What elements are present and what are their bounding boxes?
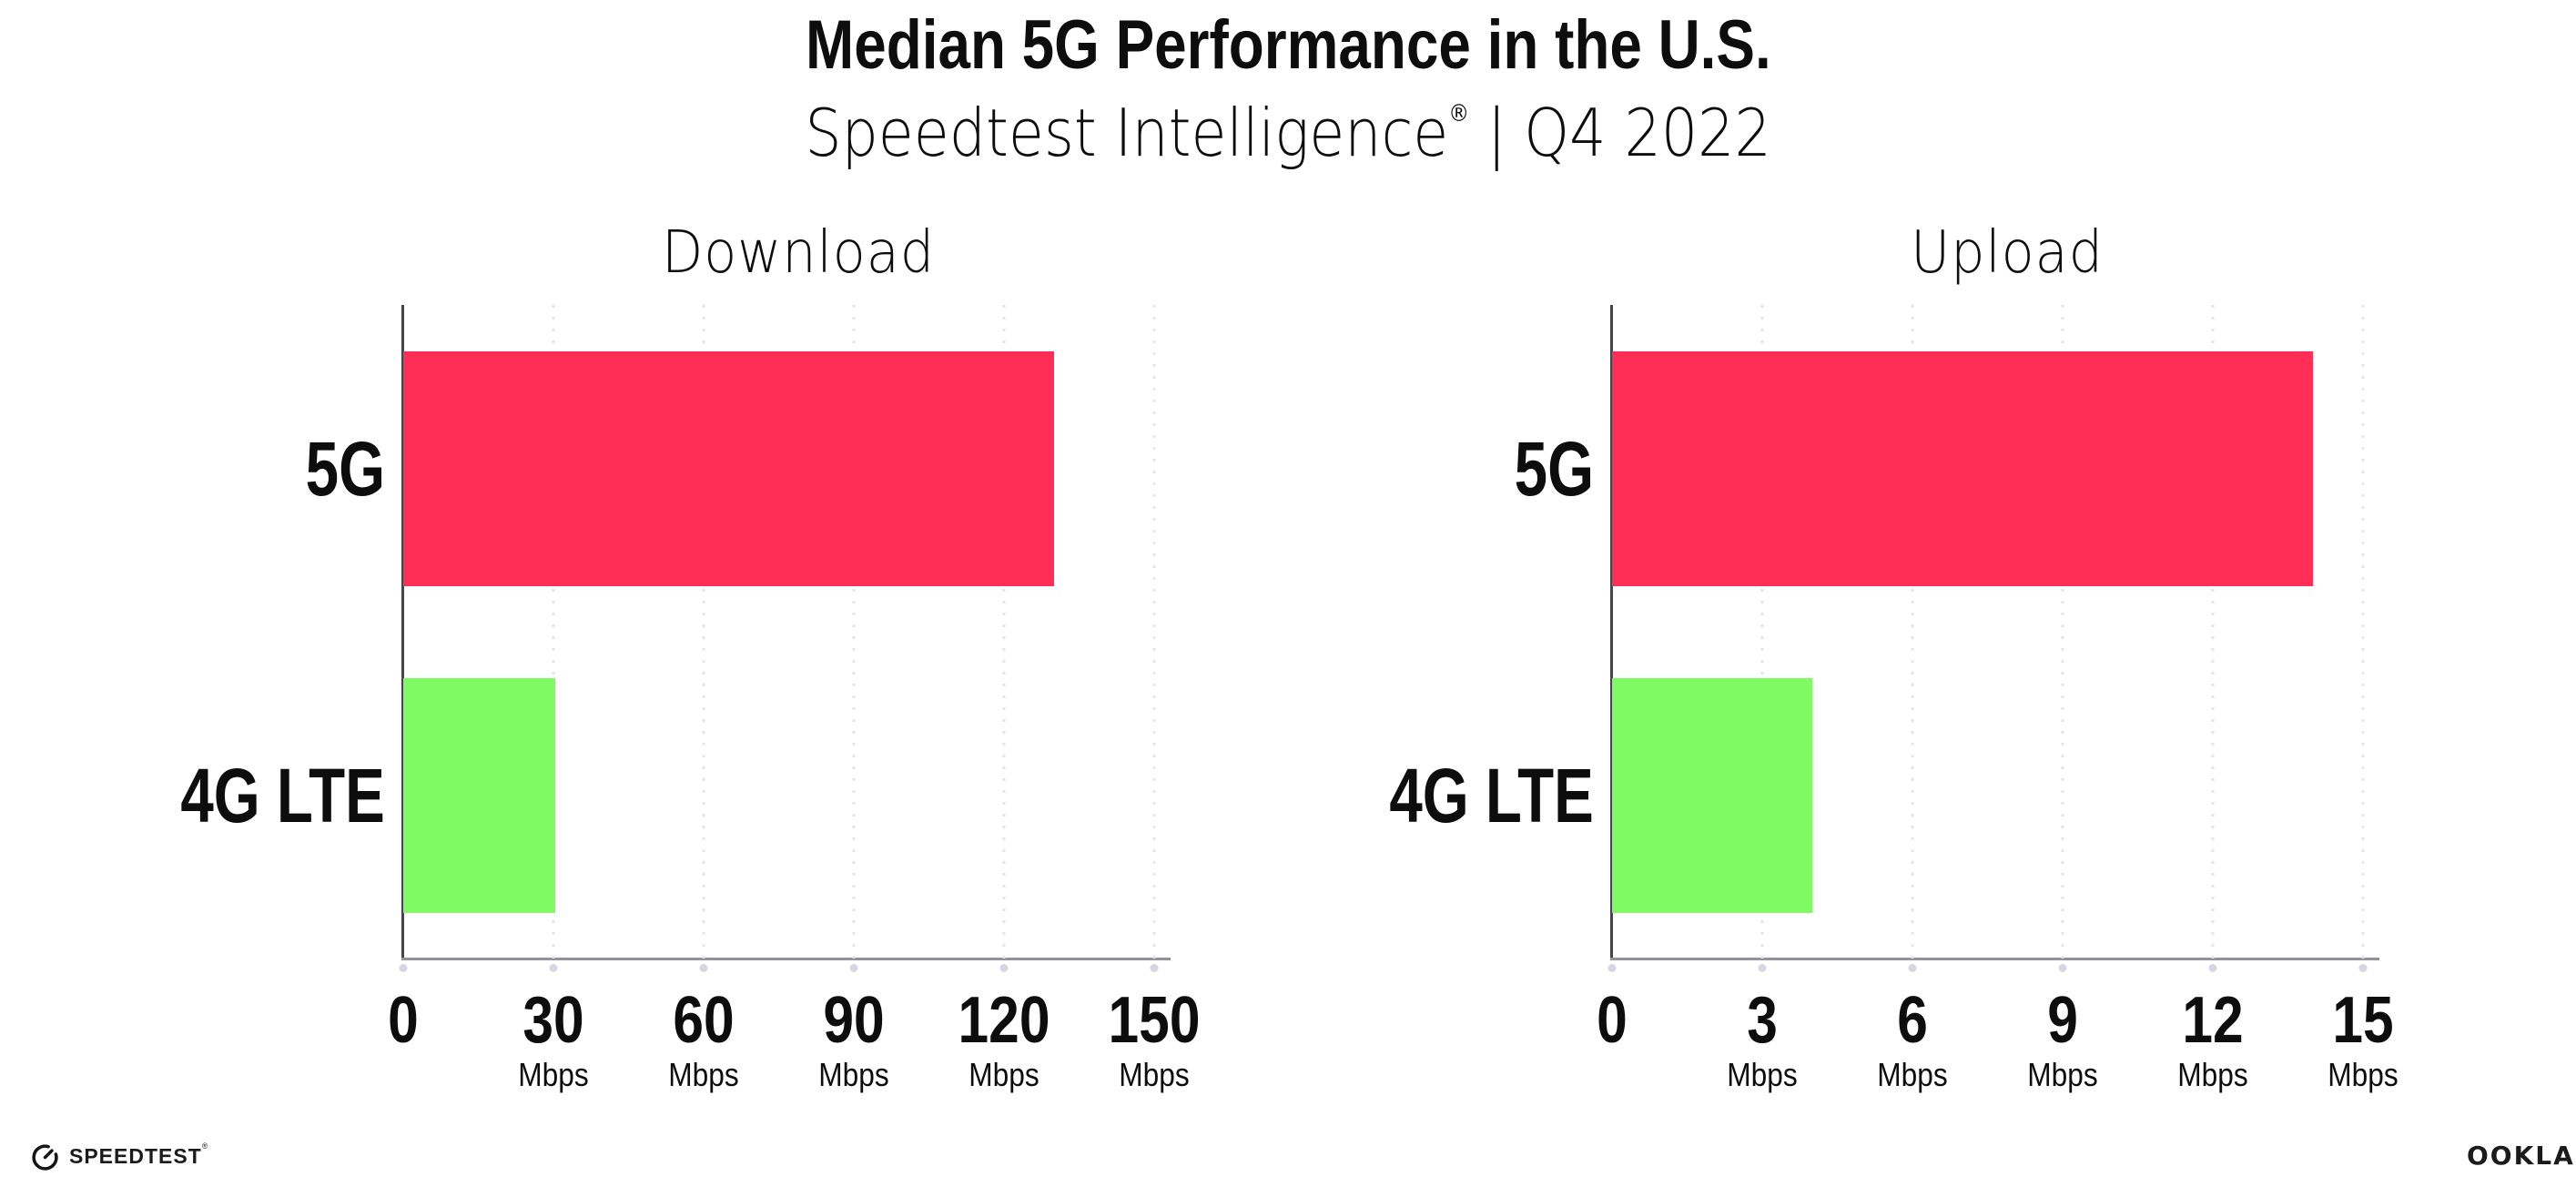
category-label-4g-lte: 4G LTE	[1389, 753, 1594, 838]
x-tick-unit: Mbps	[518, 1056, 589, 1093]
ookla-logo: OOKLA®	[2467, 1140, 2576, 1171]
x-tick-label-30: 30 Mbps	[513, 988, 593, 1091]
figure-subtitle: Speedtest Intelligence® | Q4 2022	[0, 100, 2576, 166]
bar-4g-lte-upload	[1612, 678, 1812, 913]
x-tick-label-12: 12 Mbps	[2173, 988, 2253, 1091]
speedtest-registered-symbol: ®	[201, 1141, 209, 1151]
x-tick-unit: Mbps	[2177, 1056, 2248, 1093]
download-chart-title: Download	[661, 219, 936, 287]
axis-tick-dot	[2208, 964, 2217, 972]
x-axis-line	[401, 958, 1171, 960]
registered-trademark-symbol: ®	[1448, 100, 1470, 127]
x-tick-label-15: 15 Mbps	[2323, 988, 2403, 1091]
axis-tick-dot	[1908, 964, 1917, 972]
download-plot-area	[399, 305, 1171, 972]
category-label-5g: 5G	[305, 426, 385, 512]
figure-title: Median 5G Performance in the U.S.	[0, 11, 2576, 80]
x-tick-unit: Mbps	[1119, 1056, 1190, 1093]
speedtest-gauge-icon	[32, 1144, 58, 1171]
axis-tick-dot	[699, 964, 708, 972]
gridline-150	[1152, 305, 1156, 959]
speedtest-logo: SPEEDTEST®	[30, 1141, 208, 1172]
x-tick-label-6: 6 Mbps	[1872, 988, 1952, 1091]
axis-tick-dot	[399, 964, 408, 972]
speedtest-wordmark: SPEEDTEST®	[69, 1141, 209, 1168]
bar-4g-lte-download	[403, 678, 555, 913]
upload-x-axis-ticks: 0 3 Mbps 6 Mbps 9 Mbps 12 Mbps 15 Mbps	[1597, 988, 2399, 1106]
x-tick-unit: Mbps	[2328, 1056, 2399, 1093]
x-tick-value: 30	[522, 984, 584, 1057]
axis-tick-dot	[1607, 964, 1617, 972]
x-tick-unit: Mbps	[2027, 1056, 2098, 1093]
x-tick-unit: Mbps	[1727, 1056, 1798, 1093]
axis-tick-dot	[2058, 964, 2067, 972]
gridline-90	[852, 305, 856, 959]
upload-plot-area	[1607, 305, 2379, 972]
bar-5g-download	[403, 351, 1054, 586]
x-tick-label-9: 9 Mbps	[2023, 988, 2103, 1091]
gridline-12	[2211, 305, 2215, 959]
x-tick-label-150: 150 Mbps	[1100, 988, 1209, 1091]
x-tick-unit: Mbps	[668, 1056, 739, 1093]
x-tick-value: 120	[958, 984, 1050, 1057]
subtitle-separator: |	[1486, 95, 1506, 171]
x-tick-label-120: 120 Mbps	[949, 988, 1059, 1091]
x-tick-label-60: 60 Mbps	[664, 988, 744, 1091]
category-label-4g-lte: 4G LTE	[180, 753, 385, 838]
figure-title-text: Median 5G Performance in the U.S.	[805, 6, 1771, 84]
x-tick-label-3: 3 Mbps	[1722, 988, 1802, 1091]
x-tick-value: 0	[388, 984, 419, 1057]
bar-5g-upload	[1612, 351, 2313, 586]
x-tick-value: 15	[2332, 984, 2394, 1057]
y-axis-line	[401, 305, 404, 959]
subtitle-period: Q4 2022	[1524, 95, 1771, 171]
download-category-labels: 5G 4G LTE	[148, 305, 385, 959]
x-tick-value: 12	[2182, 984, 2244, 1057]
gridline-3	[1760, 305, 1764, 959]
x-tick-value: 3	[1747, 984, 1778, 1057]
x-axis-line	[1610, 958, 2379, 960]
gridline-60	[702, 305, 705, 959]
x-tick-label-90: 90 Mbps	[814, 988, 894, 1091]
axis-tick-dot	[1150, 964, 1159, 972]
gridline-15	[2361, 305, 2365, 959]
axis-tick-dot	[1758, 964, 1767, 972]
y-axis-line	[1610, 305, 1613, 959]
x-tick-value: 60	[673, 984, 735, 1057]
download-x-axis-ticks: 0 30 Mbps 60 Mbps 90 Mbps 120 Mbps 150 Mbps	[388, 988, 1200, 1106]
category-label-5g: 5G	[1514, 426, 1594, 512]
x-tick-unit: Mbps	[818, 1056, 889, 1093]
x-tick-value: 90	[823, 984, 885, 1057]
gridline-9	[2061, 305, 2064, 959]
axis-tick-dot	[2358, 964, 2368, 972]
x-tick-label-0: 0	[1594, 988, 1630, 1053]
gridline-30	[552, 305, 555, 959]
x-tick-label-0: 0	[385, 988, 421, 1053]
x-tick-value: 0	[1597, 984, 1628, 1057]
upload-chart-title: Upload	[1911, 219, 2104, 287]
axis-tick-dot	[549, 964, 558, 972]
x-tick-unit: Mbps	[1877, 1056, 1948, 1093]
subtitle-brand: Speedtest Intelligence	[805, 95, 1449, 171]
x-tick-value: 6	[1897, 984, 1928, 1057]
axis-tick-dot	[999, 964, 1009, 972]
ookla-wordmark: OOKLA	[2467, 1141, 2575, 1171]
x-tick-value: 150	[1108, 984, 1201, 1057]
axis-tick-dot	[849, 964, 858, 972]
x-tick-value: 9	[2047, 984, 2078, 1057]
upload-category-labels: 5G 4G LTE	[1357, 305, 1594, 959]
gridline-120	[1002, 305, 1006, 959]
figure-subtitle-text: Speedtest Intelligence® | Q4 2022	[805, 100, 1770, 166]
gridline-6	[1911, 305, 1914, 959]
ookla-registered-symbol: ®	[2575, 1140, 2576, 1149]
x-tick-unit: Mbps	[969, 1056, 1040, 1093]
